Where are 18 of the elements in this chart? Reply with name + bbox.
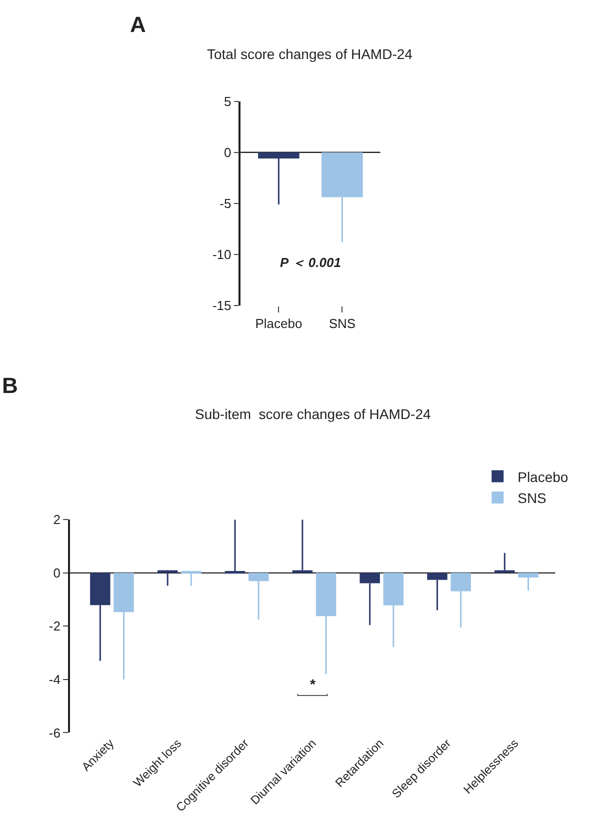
text: A (130, 12, 146, 37)
y-tick-label: 2 (53, 512, 60, 528)
y-tick-label: 5 (224, 94, 232, 109)
y-tick-label: -2 (48, 618, 60, 634)
text: B (2, 373, 18, 398)
y-tick-label: -10 (212, 247, 232, 262)
y-tick-label: -15 (212, 298, 232, 314)
chart-title: Total score changes of HAMD-24 (207, 46, 413, 62)
y-tick-label: -5 (220, 196, 232, 211)
legend-label: SNS (518, 490, 546, 506)
y-tick-label: -6 (48, 725, 60, 740)
annotation: P ＜ 0.001 (280, 255, 341, 270)
y-tick-label: 0 (224, 144, 232, 160)
legend-label: Placebo (518, 468, 568, 485)
chart-title: Sub-item score changes of HAMD-24 (195, 406, 431, 422)
y-tick-label: 0 (53, 565, 60, 580)
y-tick-label: -4 (48, 672, 60, 688)
annotation: * (310, 676, 316, 692)
